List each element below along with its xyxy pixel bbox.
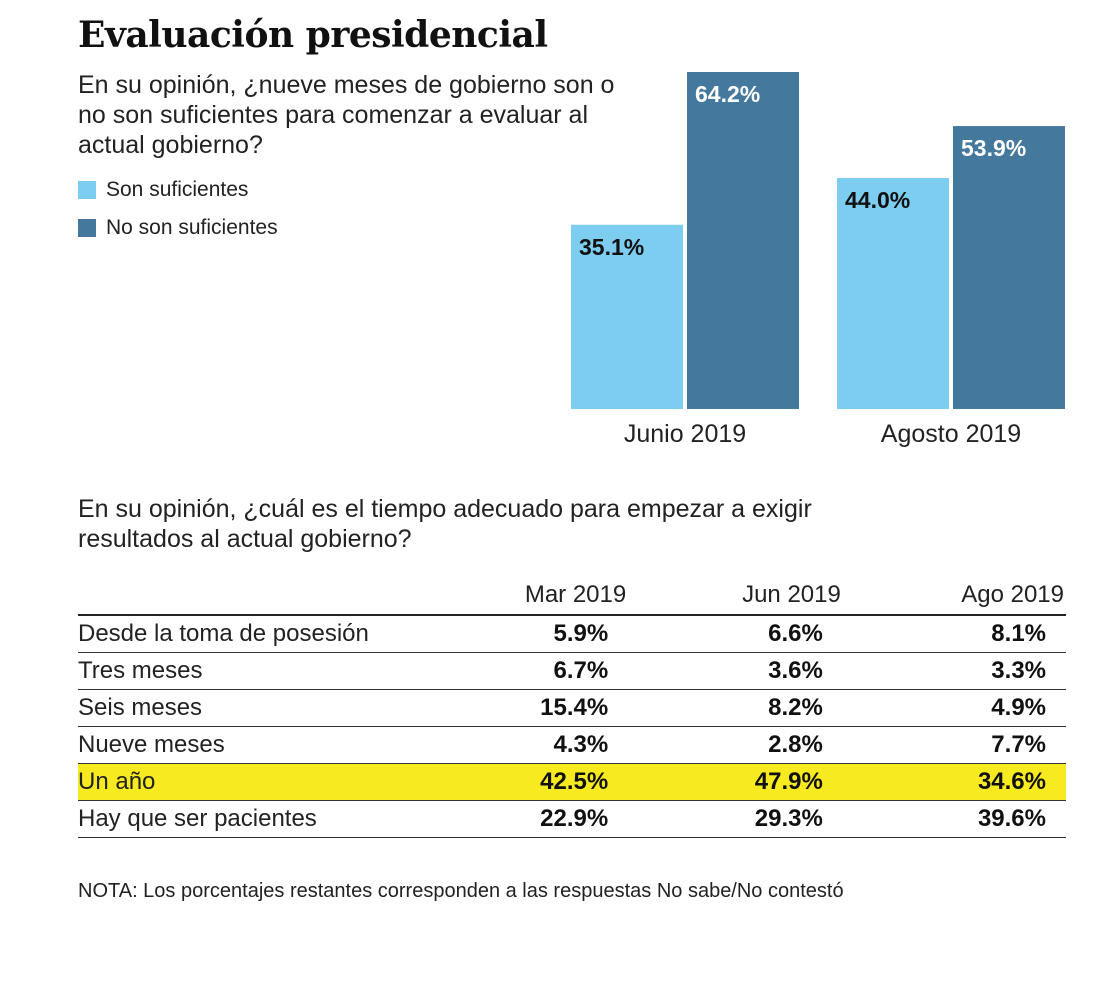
legend-item-no-son-suficientes: No son suficientes <box>78 216 278 240</box>
legend-label: No son suficientes <box>106 216 278 239</box>
row-label: Un año <box>78 763 408 801</box>
bar-no-son-suficientes-0 <box>687 72 799 409</box>
row-value: 4.3% <box>408 726 629 764</box>
bar-son-suficientes-1 <box>837 178 949 409</box>
row-value: 6.6% <box>628 615 843 653</box>
table-header-col: Ago 2019 <box>842 578 1066 616</box>
row-value: 34.6% <box>842 763 1066 801</box>
bar-data-label: 64.2% <box>695 81 760 107</box>
row-value: 2.8% <box>628 726 843 764</box>
row-value: 8.1% <box>842 615 1066 653</box>
question-2: En su opinión, ¿cuál es el tiempo adecua… <box>78 495 812 553</box>
page-title: Evaluación presidencial <box>78 14 548 56</box>
table-header-col: Mar 2019 <box>408 578 629 616</box>
row-label: Seis meses <box>78 689 408 727</box>
row-value: 3.6% <box>628 652 843 690</box>
row-value: 5.9% <box>408 615 629 653</box>
row-label: Hay que ser pacientes <box>78 800 408 838</box>
footnote: NOTA: Los porcentajes restantes correspo… <box>78 880 844 902</box>
bar-data-label: 35.1% <box>579 234 644 260</box>
legend-swatch-dark <box>78 219 96 237</box>
table-header-row: Mar 2019 Jun 2019 Ago 2019 <box>78 578 1066 616</box>
legend-item-son-suficientes: Son suficientes <box>78 178 248 202</box>
row-label: Nueve meses <box>78 726 408 764</box>
row-value: 4.9% <box>842 689 1066 727</box>
row-value: 6.7% <box>408 652 629 690</box>
row-label: Tres meses <box>78 652 408 690</box>
x-axis-category-label: Agosto 2019 <box>881 420 1021 448</box>
table-row: Seis meses 15.4% 8.2% 4.9% <box>78 689 1066 727</box>
x-axis-category-label: Junio 2019 <box>624 420 746 448</box>
table-header-col: Jun 2019 <box>628 578 843 616</box>
legend-swatch-light <box>78 181 96 199</box>
row-value: 42.5% <box>408 763 629 801</box>
row-value: 8.2% <box>628 689 843 727</box>
row-label: Desde la toma de posesión <box>78 615 408 653</box>
table-row-highlighted: Un año 42.5% 47.9% 34.6% <box>78 763 1066 801</box>
row-value: 22.9% <box>408 800 629 838</box>
row-value: 39.6% <box>842 800 1066 838</box>
table-row: Desde la toma de posesión 5.9% 6.6% 8.1% <box>78 615 1066 653</box>
row-value: 29.3% <box>628 800 843 838</box>
row-value: 7.7% <box>842 726 1066 764</box>
results-table: Mar 2019 Jun 2019 Ago 2019 Desde la toma… <box>78 578 1066 838</box>
question-1: En su opinión, ¿nueve meses de gobierno … <box>78 71 615 159</box>
bar-no-son-suficientes-1 <box>953 126 1065 409</box>
table-row: Tres meses 6.7% 3.6% 3.3% <box>78 652 1066 690</box>
table-row: Hay que ser pacientes 22.9% 29.3% 39.6% <box>78 800 1066 838</box>
row-value: 3.3% <box>842 652 1066 690</box>
bar-data-label: 53.9% <box>961 135 1026 161</box>
table-header-blank <box>78 578 408 616</box>
table-row: Nueve meses 4.3% 2.8% 7.7% <box>78 726 1066 764</box>
legend-label: Son suficientes <box>106 178 249 201</box>
bar-son-suficientes-0 <box>571 224 683 409</box>
bar-chart: 35.1% 64.2% Junio 2019 44.0% 53.9% Agosto 201… <box>571 72 1065 448</box>
row-value: 15.4% <box>408 689 629 727</box>
bar-data-label: 44.0% <box>845 187 910 213</box>
row-value: 47.9% <box>628 763 843 801</box>
